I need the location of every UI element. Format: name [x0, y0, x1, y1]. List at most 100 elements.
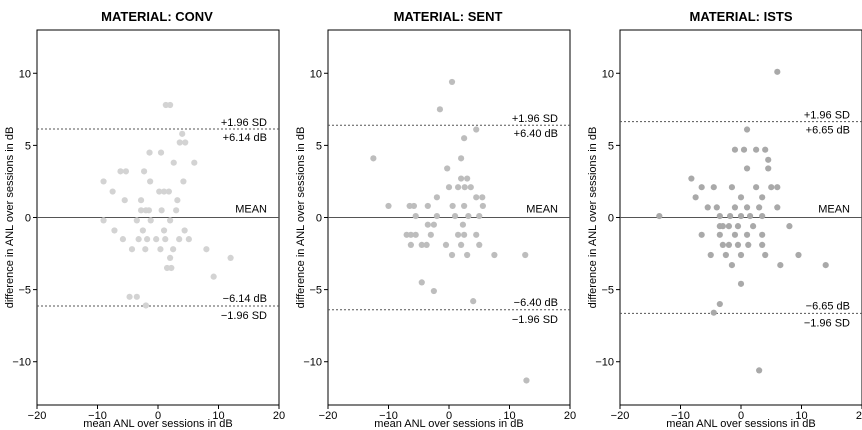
y-tick-label: 10: [19, 68, 31, 80]
data-point: [719, 241, 726, 249]
upper-limit-sd-label: +1.96 SD: [512, 113, 558, 125]
upper-limit-db-label: +6.40 dB: [514, 128, 558, 140]
upper-limit-db-label: +6.65 dB: [806, 125, 850, 137]
data-point: [412, 231, 419, 238]
upper-limit-sd-label: +1.96 SD: [221, 117, 267, 129]
data-point: [470, 298, 477, 305]
data-point: [100, 217, 107, 224]
data-point: [407, 231, 414, 238]
data-point: [135, 236, 142, 243]
data-point: [122, 168, 130, 175]
y-tick-label: 10: [602, 68, 614, 80]
x-axis-label: mean ANL over sessions in dB: [374, 418, 523, 430]
data-point: [448, 251, 456, 259]
data-point: [473, 194, 480, 201]
data-point: [142, 246, 149, 253]
data-point: [160, 188, 168, 195]
data-point: [743, 126, 751, 133]
data-point: [464, 175, 471, 182]
data-point: [479, 202, 486, 210]
data-point: [163, 264, 171, 272]
data-point: [743, 231, 751, 238]
data-point: [156, 188, 163, 195]
data-point: [491, 251, 498, 259]
data-point: [479, 194, 486, 201]
data-point: [716, 212, 723, 220]
data-point: [140, 168, 148, 175]
data-point: [774, 68, 781, 75]
data-point: [403, 231, 410, 238]
x-tick-label: −10: [671, 410, 690, 422]
data-point: [698, 231, 705, 238]
data-point: [710, 184, 717, 191]
data-point: [147, 178, 154, 185]
data-point: [765, 156, 772, 163]
data-point: [765, 165, 772, 172]
data-point: [737, 194, 745, 201]
data-point: [731, 231, 739, 238]
data-point: [418, 279, 425, 286]
data-point: [180, 178, 187, 185]
data-point: [656, 212, 663, 220]
data-point: [753, 146, 760, 153]
data-point: [458, 241, 465, 249]
data-point: [111, 227, 118, 234]
data-point: [133, 217, 140, 224]
data-point: [176, 139, 183, 146]
data-point: [427, 231, 434, 238]
data-point: [692, 194, 699, 201]
data-point: [459, 221, 467, 228]
data-point: [710, 309, 717, 316]
y-tick-label: 10: [310, 68, 322, 80]
data-point: [822, 261, 829, 269]
data-point: [464, 251, 471, 259]
data-point: [795, 251, 802, 259]
data-point: [762, 146, 769, 153]
mean-label: MEAN: [235, 204, 267, 216]
data-point: [157, 246, 164, 253]
data-point: [449, 202, 456, 210]
y-tick-label: 0: [316, 213, 322, 225]
data-point: [137, 197, 145, 204]
chart-title: MATERIAL: ISTS: [689, 9, 792, 24]
y-tick-label: 0: [608, 213, 614, 225]
data-point: [370, 155, 377, 162]
y-axis-label: difference in ANL over sessions in dB: [4, 127, 16, 309]
data-point: [753, 184, 760, 191]
y-tick-label: 0: [25, 213, 31, 225]
data-point: [454, 184, 462, 191]
data-point: [743, 204, 751, 211]
data-point: [707, 251, 714, 259]
data-point: [476, 212, 483, 220]
data-point: [168, 264, 175, 272]
data-point: [745, 241, 752, 249]
data-point: [756, 367, 763, 374]
data-point: [430, 287, 437, 295]
data-point: [157, 149, 165, 156]
data-point: [145, 207, 153, 214]
data-point: [433, 194, 440, 201]
data-point: [461, 202, 468, 210]
data-point: [713, 204, 720, 211]
data-point: [731, 146, 739, 153]
y-tick-label: 5: [316, 140, 322, 152]
y-axis-label: difference in ANL over sessions in dB: [295, 127, 307, 309]
data-point: [174, 197, 181, 204]
x-tick-label: −20: [611, 410, 630, 422]
data-point: [728, 261, 736, 269]
data-point: [160, 227, 168, 234]
data-point: [734, 241, 742, 249]
x-axis-label: mean ANL over sessions in dB: [666, 418, 815, 430]
data-point: [418, 241, 425, 249]
data-point: [734, 223, 742, 230]
data-point: [170, 159, 177, 166]
data-point: [445, 184, 453, 191]
chart-title: MATERIAL: SENT: [394, 9, 503, 24]
data-point: [210, 273, 217, 280]
y-tick-label: −5: [601, 285, 614, 297]
upper-limit-sd-label: +1.96 SD: [804, 110, 850, 122]
upper-limit-db-label: +6.14 dB: [223, 132, 267, 144]
data-point: [410, 202, 418, 210]
data-point: [523, 377, 530, 384]
